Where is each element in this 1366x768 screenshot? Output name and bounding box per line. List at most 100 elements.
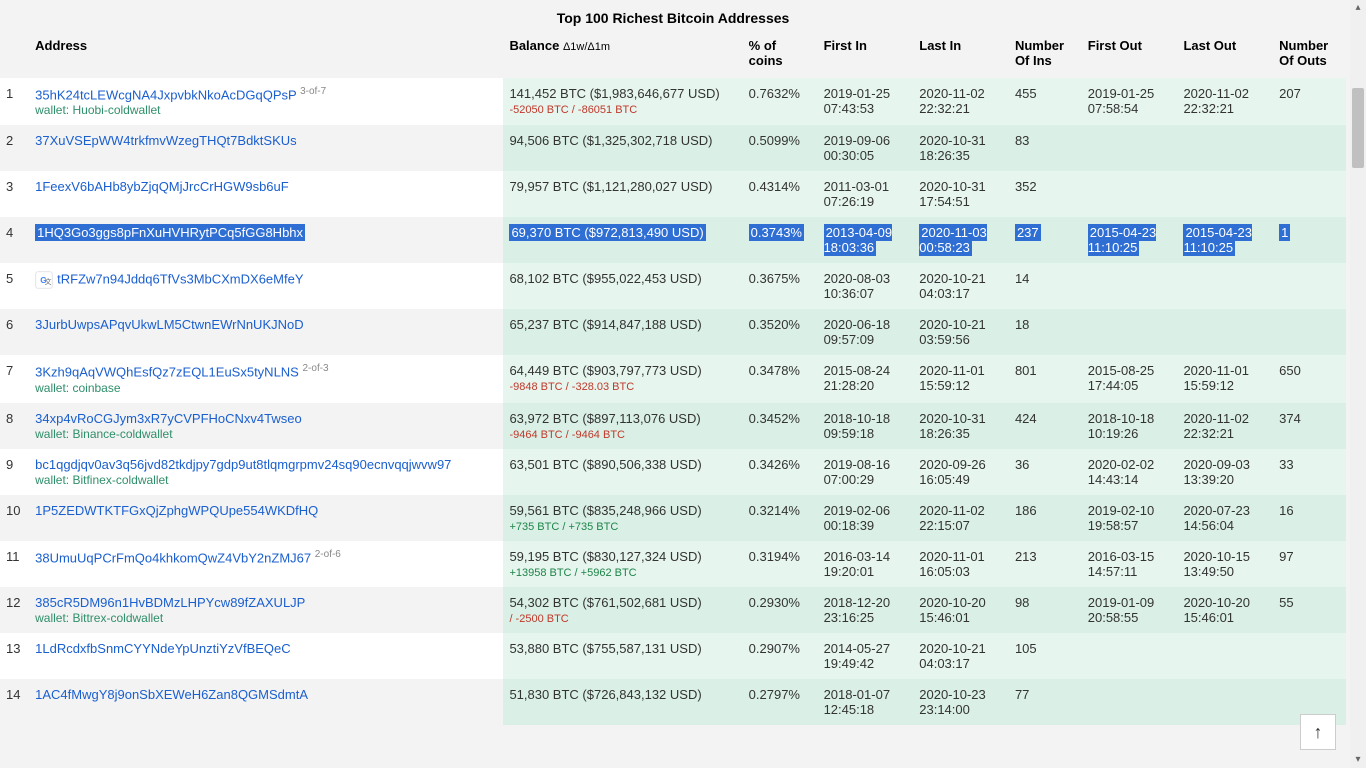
table-row: 237XuVSEpWW4trkfmvWzegTHQt7BdktSKUs94,50… [0, 125, 1346, 171]
balance-value: 64,449 BTC ($903,797,773 USD) [509, 363, 701, 378]
last-out-cell: 2020-07-23 14:56:04 [1177, 495, 1273, 541]
pct-cell: 0.7632% [743, 78, 818, 125]
balance-value: 69,370 BTC ($972,813,490 USD) [509, 224, 705, 241]
first-in-cell: 2020-08-03 10:36:07 [818, 263, 914, 309]
address-link[interactable]: 3JurbUwpsAPqvUkwLM5CtwnEWrNnUKJNoD [35, 317, 304, 332]
first-out-cell [1082, 125, 1178, 171]
last-out-cell: 2015-04-23 11:10:25 [1177, 217, 1273, 263]
col-balance[interactable]: Balance Δ1w/Δ1m [503, 32, 742, 78]
table-row: 135hK24tcLEWcgNA4JxpvbkNkoAcDGqQPsP 3-of… [0, 78, 1346, 125]
table-row: 834xp4vRoCGJym3xR7yCVPFHoCNxv4Twseowalle… [0, 403, 1346, 449]
last-in-cell: 2020-10-31 17:54:51 [913, 171, 1009, 217]
row-index: 14 [0, 679, 29, 725]
address-cell: 3JurbUwpsAPqvUkwLM5CtwnEWrNnUKJNoD [29, 309, 503, 355]
first-out-cell: 2019-02-10 19:58:57 [1082, 495, 1178, 541]
n-outs-cell [1273, 633, 1346, 679]
address-cell: 385cR5DM96n1HvBDMzLHPYcw89fZAXULJPwallet… [29, 587, 503, 633]
address-link[interactable]: 35hK24tcLEWcgNA4JxpvbkNkoAcDGqQPsP [35, 87, 296, 102]
balance-cell: 65,237 BTC ($914,847,188 USD) [503, 309, 742, 355]
last-in-cell: 2020-11-02 22:15:07 [913, 495, 1009, 541]
first-out-cell [1082, 633, 1178, 679]
address-link[interactable]: 38UmuUqPCrFmQo4khkomQwZ4VbY2nZMJ67 [35, 550, 311, 565]
address-link[interactable]: 1AC4fMwgY8j9onSbXEWeH6Zan8QGMSdmtA [35, 687, 308, 702]
address-link[interactable]: 1LdRcdxfbSnmCYYNdeYpUnztiYzVfBEQeC [35, 641, 291, 656]
address-link[interactable]: tRFZw7n94Jddq6TfVs3MbCXmDX6eMfeY [57, 272, 303, 287]
page-title: Top 100 Richest Bitcoin Addresses [0, 0, 1346, 32]
table-row: 5G文tRFZw7n94Jddq6TfVs3MbCXmDX6eMfeY68,10… [0, 263, 1346, 309]
wallet-label[interactable]: wallet: Bittrex-coldwallet [35, 611, 163, 625]
address-suffix: 2-of-6 [315, 549, 341, 560]
n-ins-cell: 14 [1009, 263, 1082, 309]
scrollbar-thumb[interactable] [1352, 88, 1364, 168]
row-index: 6 [0, 309, 29, 355]
col-pct[interactable]: % of coins [743, 32, 818, 78]
browser-scrollbar[interactable]: ▴ ▾ [1350, 0, 1366, 768]
last-in-cell: 2020-10-31 18:26:35 [913, 403, 1009, 449]
address-link[interactable]: 385cR5DM96n1HvBDMzLHPYcw89fZAXULJP [35, 595, 305, 610]
balance-cell: 54,302 BTC ($761,502,681 USD)/ -2500 BTC [503, 587, 742, 633]
col-last-out[interactable]: Last Out [1177, 32, 1273, 78]
first-out-cell: 2016-03-15 14:57:11 [1082, 541, 1178, 587]
n-outs-cell [1273, 125, 1346, 171]
wallet-label[interactable]: wallet: Binance-coldwallet [35, 427, 172, 441]
row-index: 7 [0, 355, 29, 402]
first-out-cell: 2019-01-09 20:58:55 [1082, 587, 1178, 633]
address-link[interactable]: 37XuVSEpWW4trkfmvWzegTHQt7BdktSKUs [35, 133, 297, 148]
col-last-in[interactable]: Last In [913, 32, 1009, 78]
first-in-cell: 2014-05-27 19:49:42 [818, 633, 914, 679]
first-out-cell [1082, 171, 1178, 217]
pct-cell: 0.3478% [743, 355, 818, 402]
pct-cell: 0.3194% [743, 541, 818, 587]
last-in-cell: 2020-11-02 22:32:21 [913, 78, 1009, 125]
address-link[interactable]: 34xp4vRoCGJym3xR7yCVPFHoCNxv4Twseo [35, 411, 302, 426]
balance-cell: 63,501 BTC ($890,506,338 USD) [503, 449, 742, 495]
last-in-cell: 2020-10-31 18:26:35 [913, 125, 1009, 171]
scrollbar-up-arrow[interactable]: ▴ [1350, 0, 1366, 16]
n-outs-cell: 16 [1273, 495, 1346, 541]
richlist-table: Address Balance Δ1w/Δ1m % of coins First… [0, 32, 1346, 725]
table-row: 73Kzh9qAqVWQhEsfQz7zEQL1EuSx5tyNLNS 2-of… [0, 355, 1346, 402]
last-in-cell: 2020-10-21 03:59:56 [913, 309, 1009, 355]
last-out-cell: 2020-10-15 13:49:50 [1177, 541, 1273, 587]
back-to-top-button[interactable]: ↑ [1300, 714, 1336, 750]
col-address[interactable]: Address [29, 32, 503, 78]
page-container: Top 100 Richest Bitcoin Addresses Addres… [0, 0, 1346, 768]
first-in-cell: 2019-01-25 07:43:53 [818, 78, 914, 125]
col-index [0, 32, 29, 78]
translate-icon[interactable]: G文 [35, 271, 53, 289]
last-in-cell: 2020-11-03 00:58:23 [913, 217, 1009, 263]
n-ins-cell: 36 [1009, 449, 1082, 495]
scrollbar-down-arrow[interactable]: ▾ [1350, 752, 1366, 768]
address-cell: 34xp4vRoCGJym3xR7yCVPFHoCNxv4Twseowallet… [29, 403, 503, 449]
col-balance-label: Balance [509, 38, 559, 53]
col-first-in[interactable]: First In [818, 32, 914, 78]
col-first-out[interactable]: First Out [1082, 32, 1178, 78]
first-in-cell: 2018-01-07 12:45:18 [818, 679, 914, 725]
n-ins-cell: 455 [1009, 78, 1082, 125]
first-out-cell: 2018-10-18 10:19:26 [1082, 403, 1178, 449]
row-index: 13 [0, 633, 29, 679]
balance-cell: 141,452 BTC ($1,983,646,677 USD)-52050 B… [503, 78, 742, 125]
balance-cell: 51,830 BTC ($726,843,132 USD) [503, 679, 742, 725]
n-ins-cell: 77 [1009, 679, 1082, 725]
last-out-cell [1177, 263, 1273, 309]
address-link[interactable]: 1FeexV6bAHb8ybZjqQMjJrcCrHGW9sb6uF [35, 179, 289, 194]
address-link[interactable]: 3Kzh9qAqVWQhEsfQz7zEQL1EuSx5tyNLNS [35, 365, 299, 380]
row-index: 12 [0, 587, 29, 633]
wallet-label[interactable]: wallet: coinbase [35, 381, 120, 395]
svg-text:文: 文 [45, 277, 52, 286]
row-index: 11 [0, 541, 29, 587]
wallet-label[interactable]: wallet: Bitfinex-coldwallet [35, 473, 168, 487]
n-outs-cell [1273, 171, 1346, 217]
n-outs-cell: 650 [1273, 355, 1346, 402]
address-link[interactable]: 1P5ZEDWTKTFGxQjZphgWPQUpe554WKDfHQ [35, 503, 318, 518]
col-n-ins[interactable]: Number Of Ins [1009, 32, 1082, 78]
address-link[interactable]: 1HQ3Go3ggs8pFnXuHVHRytPCq5fGG8Hbhx [35, 224, 305, 241]
n-outs-cell: 374 [1273, 403, 1346, 449]
address-cell: 1FeexV6bAHb8ybZjqQMjJrcCrHGW9sb6uF [29, 171, 503, 217]
col-n-outs[interactable]: Number Of Outs [1273, 32, 1346, 78]
wallet-label[interactable]: wallet: Huobi-coldwallet [35, 103, 160, 117]
balance-cell: 64,449 BTC ($903,797,773 USD)-9848 BTC /… [503, 355, 742, 402]
first-out-cell: 2015-08-25 17:44:05 [1082, 355, 1178, 402]
address-link[interactable]: bc1qgdjqv0av3q56jvd82tkdjpy7gdp9ut8tlqmg… [35, 457, 451, 472]
